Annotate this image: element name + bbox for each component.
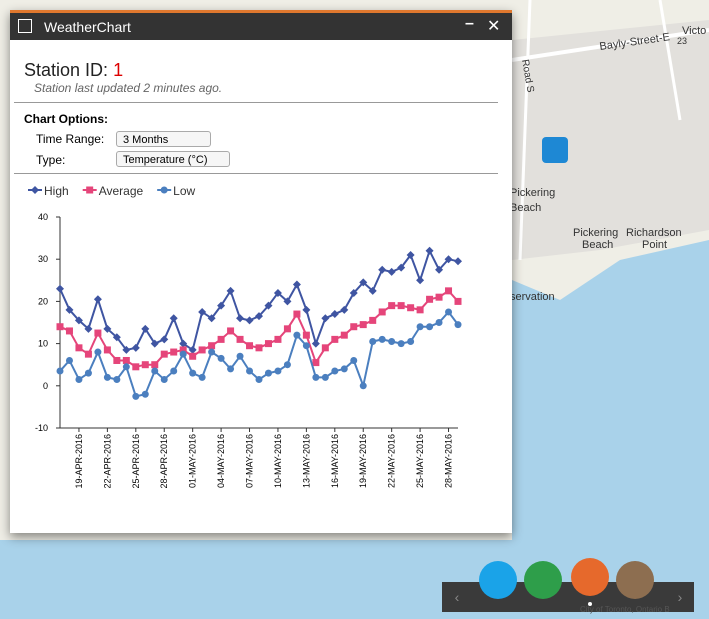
road	[658, 0, 682, 121]
map-label: servation	[510, 291, 555, 303]
type-select[interactable]: Temperature (°C)	[116, 151, 230, 167]
map-label: Pickering	[510, 187, 555, 199]
station-icon[interactable]	[542, 137, 568, 163]
toolbar-prev[interactable]: ‹	[455, 589, 460, 605]
toolbar-next[interactable]: ›	[678, 589, 683, 605]
urban	[512, 20, 709, 260]
water	[0, 240, 709, 619]
attribution: City of Toronto, Ontario B	[580, 605, 670, 614]
map-label: Beach	[582, 239, 613, 251]
road	[511, 28, 709, 62]
weather-button[interactable]	[616, 561, 654, 599]
options-title: Chart Options:	[24, 112, 108, 126]
updated-note: Station last updated 2 minutes ago.	[34, 81, 223, 95]
close-button[interactable]: ✕	[487, 18, 501, 35]
divider	[14, 173, 498, 174]
map-label: Beach	[510, 202, 541, 214]
time-range-label: Time Range:	[36, 132, 105, 146]
time-range-select[interactable]: 3 Months	[116, 131, 211, 147]
station-label: Station ID:	[24, 60, 109, 80]
map-label: Victo	[682, 25, 706, 37]
map-label: Richardson	[626, 227, 682, 239]
map-label: 23	[677, 36, 687, 46]
chart-button[interactable]	[571, 558, 609, 596]
window-icon	[18, 19, 32, 33]
map-label: Point	[642, 239, 667, 251]
divider	[14, 102, 498, 103]
type-label: Type:	[36, 153, 66, 167]
chart-window: WeatherChart – ✕ Station ID: 1 Station l…	[10, 10, 512, 533]
window-title: WeatherChart	[44, 19, 131, 35]
list-button[interactable]	[479, 561, 517, 599]
layers-button[interactable]	[524, 561, 562, 599]
window-header: WeatherChart – ✕	[10, 13, 512, 40]
map-label: Pickering	[573, 227, 618, 239]
active-dot	[588, 602, 592, 606]
minimize-button[interactable]: –	[465, 15, 474, 32]
road	[518, 0, 532, 261]
station-id: 1	[113, 60, 124, 80]
